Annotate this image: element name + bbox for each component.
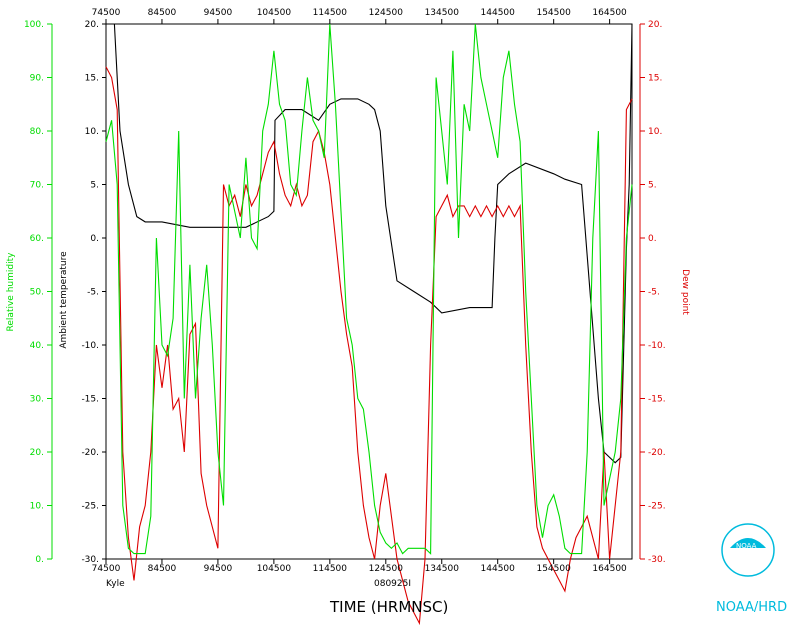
x-tick-label-top: 74500 xyxy=(92,8,121,18)
dew-tick-label: 5. xyxy=(648,181,657,191)
x-tick-label-bottom: 74500 xyxy=(92,564,121,574)
x-tick-label-top: 104500 xyxy=(257,8,292,18)
storm-label: Kyle xyxy=(106,579,125,589)
dew-tick-label: -5. xyxy=(648,288,660,298)
noaa-logo: NOAA NOAA/HRD xyxy=(716,523,787,615)
dew-tick-label: 10. xyxy=(648,127,662,137)
rh-tick-label: 30. xyxy=(30,395,44,405)
dew-tick-label: -30. xyxy=(648,555,666,565)
temp-tick-label: -10. xyxy=(81,341,99,351)
dew-tick-label: -20. xyxy=(648,448,666,458)
noaa-emblem-text: NOAA xyxy=(736,542,757,550)
axes-frame xyxy=(47,19,645,564)
temp-tick-label: 15. xyxy=(85,74,99,84)
rh-tick-label: 90. xyxy=(30,74,44,84)
x-tick-label-bottom: 94500 xyxy=(204,564,233,574)
temp-tick-label: -5. xyxy=(87,288,99,298)
x-tick-label-bottom: 154500 xyxy=(536,564,571,574)
rh-tick-label: 100. xyxy=(24,20,44,30)
x-tick-label-top: 114500 xyxy=(313,8,348,18)
dew-tick-label: 0. xyxy=(648,234,657,244)
temp-tick-label: 0. xyxy=(90,234,99,244)
x-tick-label-top: 154500 xyxy=(536,8,571,18)
x-tick-label-top: 84500 xyxy=(148,8,177,18)
x-tick-label-bottom: 164500 xyxy=(592,564,627,574)
dew-tick-label: 15. xyxy=(648,74,662,84)
temp-tick-label: -20. xyxy=(81,448,99,458)
x-tick-label-bottom: 124500 xyxy=(369,564,404,574)
rh-tick-label: 20. xyxy=(30,448,44,458)
temp-tick-label: -30. xyxy=(81,555,99,565)
x-tick-label-bottom: 144500 xyxy=(481,564,516,574)
x-tick-label-bottom: 134500 xyxy=(425,564,460,574)
rh-tick-label: 80. xyxy=(30,127,44,137)
rh-axis-title: Relative humidity xyxy=(6,252,16,332)
date-label: 080925I xyxy=(374,579,411,589)
x-tick-label-bottom: 114500 xyxy=(313,564,348,574)
rh-tick-label: 70. xyxy=(30,181,44,191)
rh-tick-label: 60. xyxy=(30,234,44,244)
x-axis-title: TIME (HRMNSC) xyxy=(329,598,448,616)
noaa-emblem-ring-icon xyxy=(721,523,775,577)
dew-tick-label: -25. xyxy=(648,502,666,512)
x-tick-label-top: 164500 xyxy=(592,8,627,18)
temp-axis-title: Ambient temperature xyxy=(59,251,69,349)
rh-tick-label: 50. xyxy=(30,288,44,298)
x-tick-label-bottom: 84500 xyxy=(148,564,177,574)
dew-tick-label: -10. xyxy=(648,341,666,351)
dew-tick-label: -15. xyxy=(648,395,666,405)
x-tick-label-top: 124500 xyxy=(369,8,404,18)
series-line-dew-point xyxy=(105,66,633,626)
rh-tick-label: 10. xyxy=(30,502,44,512)
x-tick-label-top: 144500 xyxy=(481,8,516,18)
series-line-ambient-temperature xyxy=(106,23,633,464)
temp-tick-label: 20. xyxy=(85,20,99,30)
dew-tick-label: 20. xyxy=(648,20,662,30)
noaa-emblem-bird-icon xyxy=(730,538,766,548)
dew-axis-title: Dew point xyxy=(680,269,690,315)
series-line-relative-humidity xyxy=(105,23,633,555)
x-tick-label-top: 94500 xyxy=(204,8,233,18)
series-layer xyxy=(105,23,633,626)
temp-tick-label: 5. xyxy=(90,181,99,191)
label-layer: 74500 74500 84500 84500 94500 94500 104500 1045… xyxy=(6,8,690,574)
temp-tick-label: -25. xyxy=(81,502,99,512)
rh-tick-label: 40. xyxy=(30,341,44,351)
x-tick-label-bottom: 104500 xyxy=(257,564,292,574)
x-tick-label-top: 134500 xyxy=(425,8,460,18)
noaa-hrd-text: NOAA/HRD xyxy=(716,600,787,615)
rh-tick-label: 0. xyxy=(35,555,44,565)
temp-tick-label: -15. xyxy=(81,395,99,405)
temp-tick-label: 10. xyxy=(85,127,99,137)
